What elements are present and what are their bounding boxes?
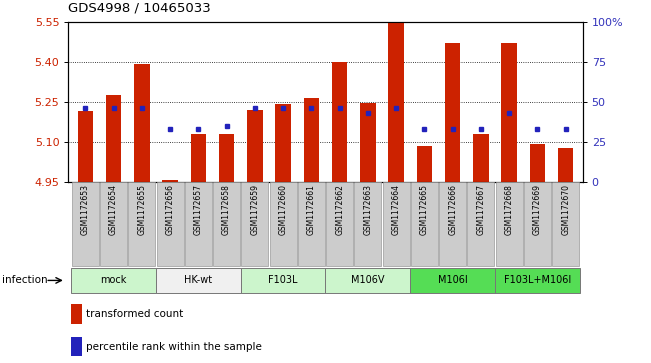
FancyBboxPatch shape — [241, 268, 326, 293]
Bar — [71, 304, 82, 324]
FancyBboxPatch shape — [410, 268, 495, 293]
FancyBboxPatch shape — [524, 182, 551, 266]
Bar — [530, 144, 545, 182]
FancyBboxPatch shape — [242, 182, 268, 266]
Bar — [501, 43, 517, 182]
Text: GSM1172666: GSM1172666 — [448, 184, 457, 235]
Text: GSM1172658: GSM1172658 — [222, 184, 231, 235]
Bar — [332, 62, 348, 182]
Text: GSM1172670: GSM1172670 — [561, 184, 570, 235]
Bar — [445, 43, 460, 182]
Text: GDS4998 / 10465033: GDS4998 / 10465033 — [68, 1, 211, 15]
Text: GSM1172660: GSM1172660 — [279, 184, 288, 235]
Text: F103L: F103L — [268, 276, 298, 285]
FancyBboxPatch shape — [100, 182, 127, 266]
FancyBboxPatch shape — [326, 268, 410, 293]
Text: GSM1172655: GSM1172655 — [137, 184, 146, 235]
Text: GSM1172665: GSM1172665 — [420, 184, 429, 235]
FancyBboxPatch shape — [495, 268, 580, 293]
Bar — [360, 103, 376, 182]
Text: GSM1172661: GSM1172661 — [307, 184, 316, 235]
Bar — [191, 134, 206, 182]
Text: M106I: M106I — [437, 276, 467, 285]
FancyBboxPatch shape — [467, 182, 494, 266]
Text: GSM1172653: GSM1172653 — [81, 184, 90, 235]
Text: GSM1172668: GSM1172668 — [505, 184, 514, 235]
Text: HK-wt: HK-wt — [184, 276, 212, 285]
FancyBboxPatch shape — [156, 268, 241, 293]
Text: GSM1172662: GSM1172662 — [335, 184, 344, 235]
FancyBboxPatch shape — [270, 182, 297, 266]
Bar — [219, 134, 234, 182]
Bar — [558, 148, 574, 182]
FancyBboxPatch shape — [128, 182, 155, 266]
FancyBboxPatch shape — [72, 182, 99, 266]
Text: GSM1172656: GSM1172656 — [165, 184, 174, 235]
Bar — [417, 146, 432, 182]
Bar — [71, 337, 82, 356]
FancyBboxPatch shape — [185, 182, 212, 266]
Text: mock: mock — [100, 276, 127, 285]
FancyBboxPatch shape — [326, 182, 353, 266]
Text: GSM1172669: GSM1172669 — [533, 184, 542, 235]
FancyBboxPatch shape — [496, 182, 523, 266]
Text: transformed count: transformed count — [87, 309, 184, 319]
Text: GSM1172657: GSM1172657 — [194, 184, 203, 235]
Text: infection: infection — [2, 276, 48, 285]
Bar — [275, 104, 291, 182]
FancyBboxPatch shape — [71, 268, 156, 293]
Text: GSM1172659: GSM1172659 — [251, 184, 259, 235]
Text: GSM1172663: GSM1172663 — [363, 184, 372, 235]
Text: F103L+M106I: F103L+M106I — [504, 276, 571, 285]
FancyBboxPatch shape — [354, 182, 381, 266]
Bar — [134, 64, 150, 182]
Bar — [162, 180, 178, 182]
FancyBboxPatch shape — [298, 182, 325, 266]
Bar — [473, 134, 489, 182]
FancyBboxPatch shape — [439, 182, 466, 266]
Text: GSM1172664: GSM1172664 — [392, 184, 400, 235]
Text: M106V: M106V — [351, 276, 385, 285]
Bar — [303, 98, 319, 182]
FancyBboxPatch shape — [157, 182, 184, 266]
FancyBboxPatch shape — [383, 182, 409, 266]
Bar — [106, 95, 121, 182]
Text: percentile rank within the sample: percentile rank within the sample — [87, 342, 262, 352]
FancyBboxPatch shape — [213, 182, 240, 266]
Bar — [77, 111, 93, 182]
Bar — [389, 22, 404, 182]
Text: GSM1172654: GSM1172654 — [109, 184, 118, 235]
Text: GSM1172667: GSM1172667 — [477, 184, 486, 235]
Bar — [247, 110, 262, 182]
FancyBboxPatch shape — [411, 182, 438, 266]
FancyBboxPatch shape — [552, 182, 579, 266]
